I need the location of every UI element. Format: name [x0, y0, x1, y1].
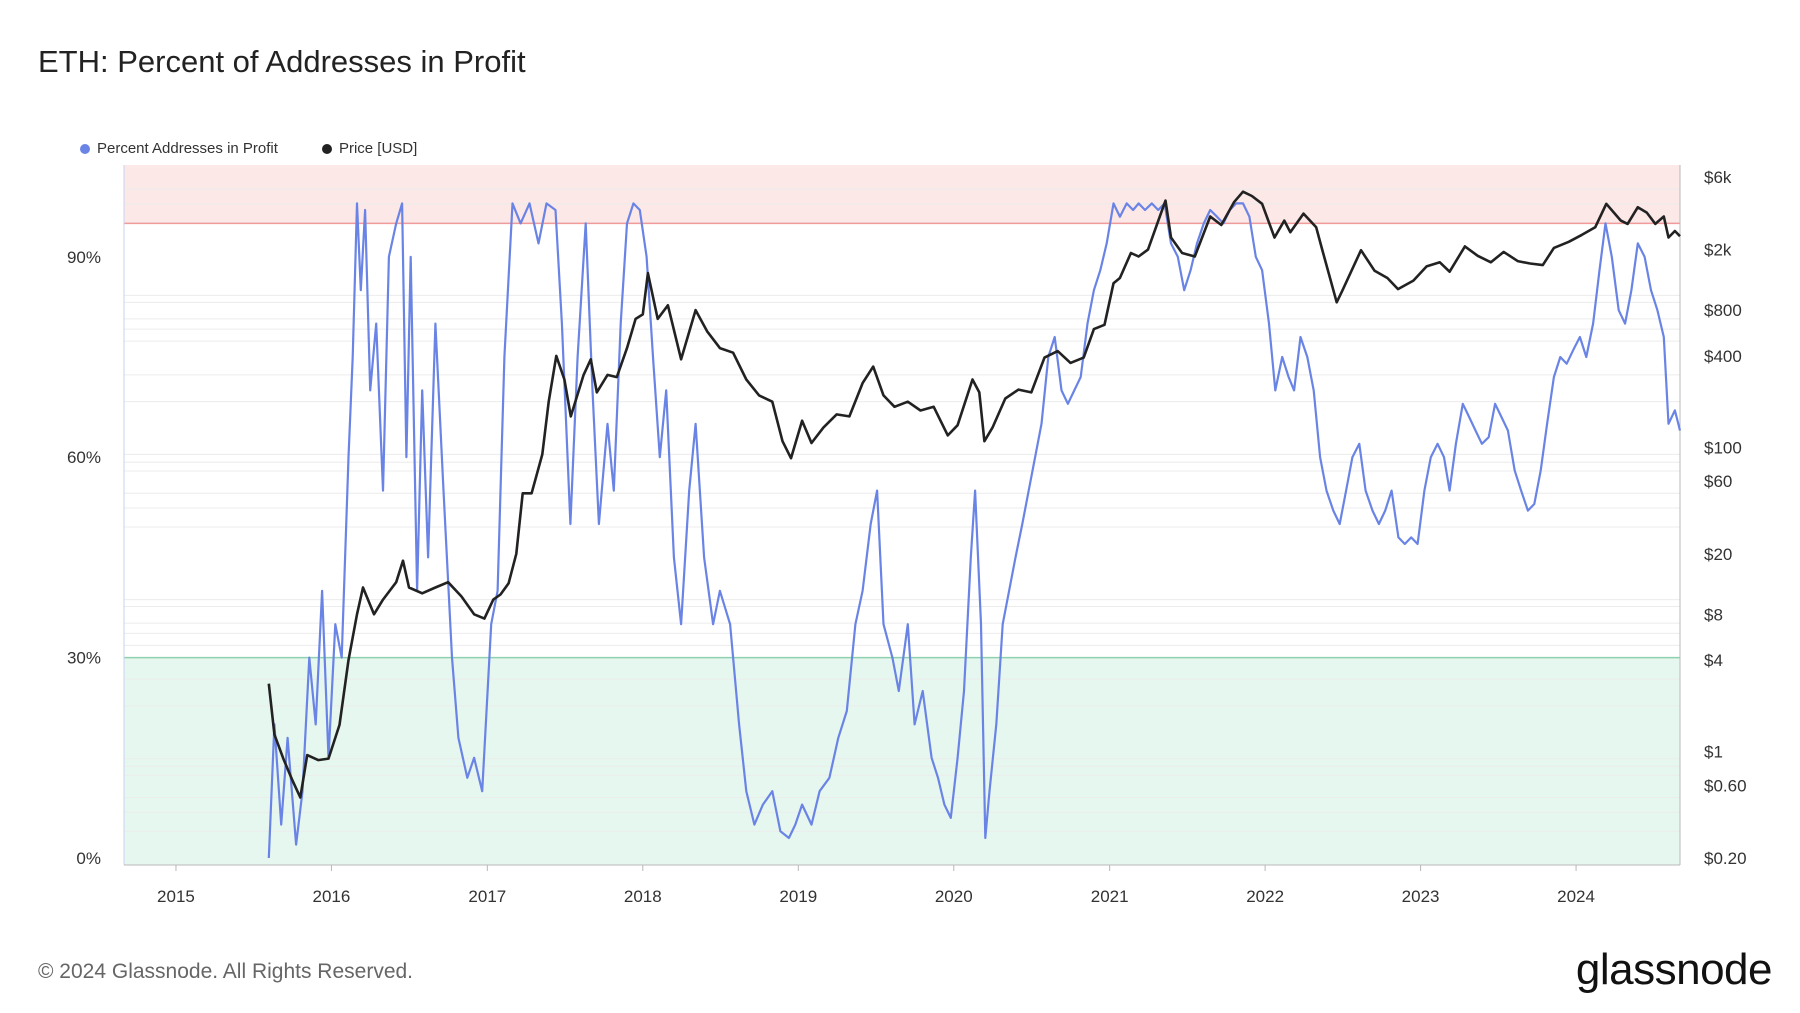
y-right-tick-label: $0.20	[1704, 849, 1747, 868]
y-right-tick-label: $0.60	[1704, 776, 1747, 795]
brand-logo: glassnode	[1575, 945, 1773, 994]
x-tick-label: 2024	[1557, 887, 1595, 906]
y-right-tick-label: $100	[1704, 438, 1742, 457]
x-tick-label: 2021	[1091, 887, 1129, 906]
lower-band	[124, 657, 1680, 865]
copyright-footer: © 2024 Glassnode. All Rights Reserved.	[38, 960, 414, 983]
legend-label-price: Price [USD]	[338, 140, 418, 157]
legend-item-profit[interactable]: Percent Addresses in Profit	[80, 140, 278, 157]
upper-band	[124, 165, 1680, 224]
legend-item-price[interactable]: Price [USD]	[321, 140, 418, 157]
legend-dot-profit	[80, 143, 90, 154]
y-left-tick-label: 30%	[67, 649, 101, 668]
y-right-tick-label: $60	[1704, 472, 1732, 491]
x-tick-label: 2017	[468, 887, 506, 906]
profit-series-line	[267, 202, 1682, 859]
y-left-tick-label: 90%	[67, 248, 101, 267]
x-tick-label: 2016	[313, 887, 351, 906]
y-right-tick-label: $8	[1704, 605, 1723, 624]
y-right-tick-label: $800	[1704, 301, 1742, 320]
y-right-tick-label: $400	[1704, 347, 1742, 366]
chart-title: ETH: Percent of Addresses in Profit	[38, 44, 526, 79]
y-left-tick-label: 60%	[67, 448, 101, 467]
x-tick-label: 2022	[1246, 887, 1284, 906]
y-right-tick-label: $4	[1704, 651, 1723, 670]
x-tick-label: 2018	[624, 887, 662, 906]
y-right-tick-label: $2k	[1704, 241, 1732, 260]
y-right-tick-label: $1	[1704, 743, 1723, 762]
y-left-tick-label: 0%	[76, 849, 101, 868]
y-right-tick-label: $6k	[1704, 168, 1732, 187]
x-tick-label: 2019	[779, 887, 817, 906]
legend-label-profit: Percent Addresses in Profit	[97, 140, 278, 157]
x-tick-label: 2020	[935, 887, 973, 906]
y-right-tick-label: $20	[1704, 545, 1732, 564]
price-series-line	[267, 190, 1681, 799]
legend: Percent Addresses in Profit Price [USD]	[80, 140, 417, 157]
x-tick-label: 2023	[1402, 887, 1440, 906]
x-tick-label: 2015	[157, 887, 195, 906]
legend-dot-price	[321, 143, 332, 154]
